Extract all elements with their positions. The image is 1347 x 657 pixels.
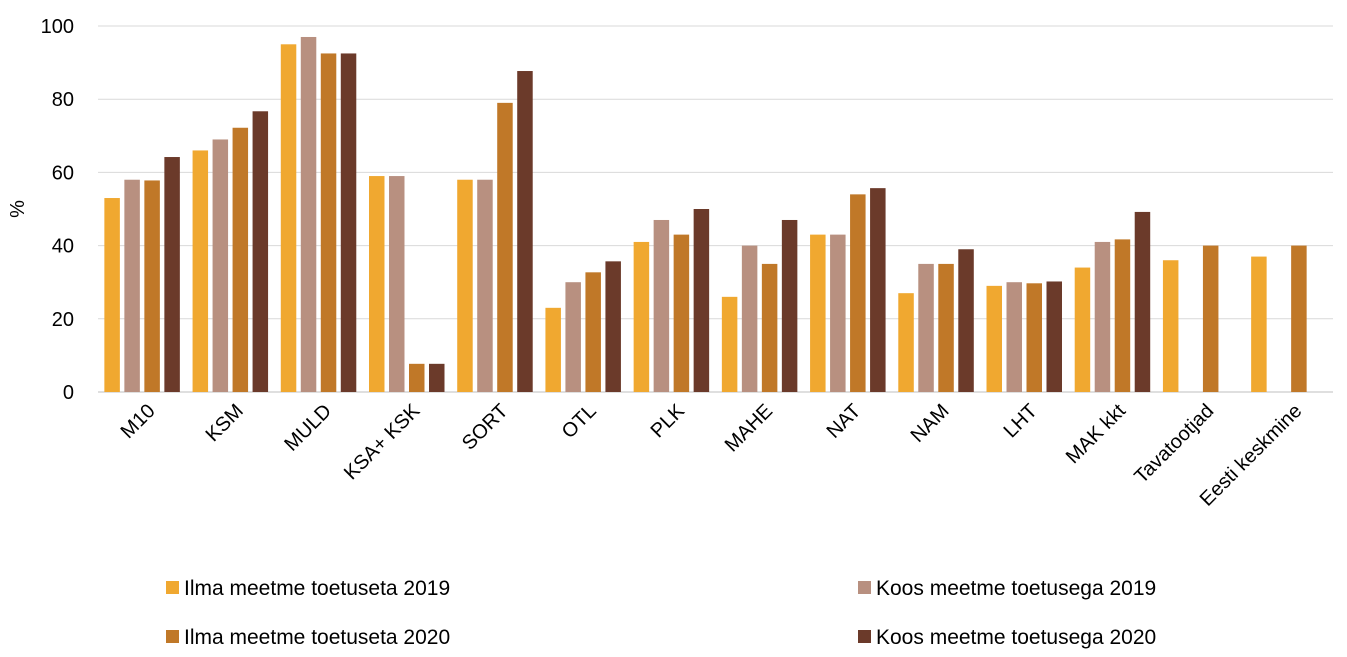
bar	[409, 364, 425, 392]
bar	[429, 364, 445, 392]
x-category-label: MAK kkt	[1062, 400, 1131, 469]
bar	[850, 194, 866, 392]
bar	[341, 53, 357, 392]
bar	[281, 44, 297, 392]
bar	[389, 176, 405, 392]
bar	[517, 71, 533, 392]
y-tick-label: 100	[41, 16, 74, 38]
bar	[782, 220, 798, 392]
x-category-label: PLK	[647, 400, 690, 443]
bar	[1251, 257, 1267, 392]
legend-swatch	[858, 581, 871, 594]
bar	[654, 220, 670, 392]
bar	[144, 180, 160, 392]
y-tick-label: 20	[52, 309, 74, 331]
bar	[1163, 260, 1179, 392]
bar	[164, 157, 180, 392]
x-category-label: MAHE	[721, 400, 777, 456]
bar	[253, 111, 269, 392]
bar	[742, 246, 758, 392]
bar	[722, 297, 738, 392]
x-category-label: NAT	[823, 400, 866, 443]
x-category-label: OTL	[558, 400, 601, 443]
bar	[605, 261, 621, 392]
bar	[1135, 212, 1151, 392]
bar	[545, 308, 561, 392]
bar	[321, 53, 337, 392]
bars	[104, 37, 1306, 392]
bar	[301, 37, 317, 392]
bar	[1095, 242, 1111, 392]
bar	[1203, 246, 1219, 392]
legend-swatch	[858, 630, 871, 643]
bar	[694, 209, 710, 392]
y-tick-label: 80	[52, 89, 74, 111]
x-category-label: M10	[117, 400, 160, 443]
x-category-label: KSA+ KSK	[340, 400, 425, 485]
legend-label: Ilma meetme toetuseta 2019	[184, 577, 450, 600]
legend-label: Koos meetme toetusega 2019	[876, 577, 1156, 600]
bar	[938, 264, 954, 392]
bar	[213, 139, 229, 392]
x-category-label: SORT	[458, 400, 513, 455]
bar	[1047, 281, 1063, 392]
bar	[193, 150, 209, 392]
bar	[898, 293, 914, 392]
x-category-label: Tavatootjad	[1130, 400, 1218, 488]
bar	[634, 242, 650, 392]
y-axis-ticks: 0 20 40 60 80 100	[41, 16, 74, 404]
bar	[457, 180, 473, 392]
bar	[810, 235, 826, 392]
bar	[870, 188, 886, 392]
bar	[477, 180, 493, 392]
bar	[233, 128, 249, 392]
bar	[497, 103, 512, 392]
x-category-label: LHT	[1000, 400, 1042, 442]
bar	[369, 176, 385, 392]
bar	[1027, 283, 1043, 392]
x-axis-categories: M10 KSM MULD KSA+ KSK SORT OTL PLK MAHE NAT NAM LH…	[117, 400, 1307, 511]
legend: Ilma meetme toetuseta 2019 Koos meetme to…	[166, 577, 1156, 649]
x-category-label: MULD	[280, 400, 336, 456]
y-tick-label: 40	[52, 236, 74, 258]
bar	[830, 235, 846, 392]
bar	[1115, 239, 1131, 392]
bar	[1007, 282, 1023, 392]
legend-label: Ilma meetme toetuseta 2020	[184, 626, 450, 649]
bar	[565, 282, 581, 392]
bar	[958, 249, 974, 392]
legend-label: Koos meetme toetusega 2020	[876, 626, 1156, 649]
bar	[1075, 268, 1091, 392]
bar	[104, 198, 120, 392]
bar	[762, 264, 778, 392]
y-tick-label: 0	[63, 382, 74, 404]
x-category-label: NAM	[907, 400, 954, 447]
bar	[674, 235, 690, 392]
legend-swatch	[166, 630, 179, 643]
y-tick-label: 60	[52, 162, 74, 184]
bar	[1291, 246, 1307, 392]
bar	[918, 264, 934, 392]
bar	[987, 286, 1003, 392]
bar	[124, 180, 140, 392]
legend-swatch	[166, 581, 179, 594]
x-category-label: KSM	[202, 400, 248, 446]
y-axis-title: %	[7, 200, 29, 218]
bar	[585, 272, 601, 392]
